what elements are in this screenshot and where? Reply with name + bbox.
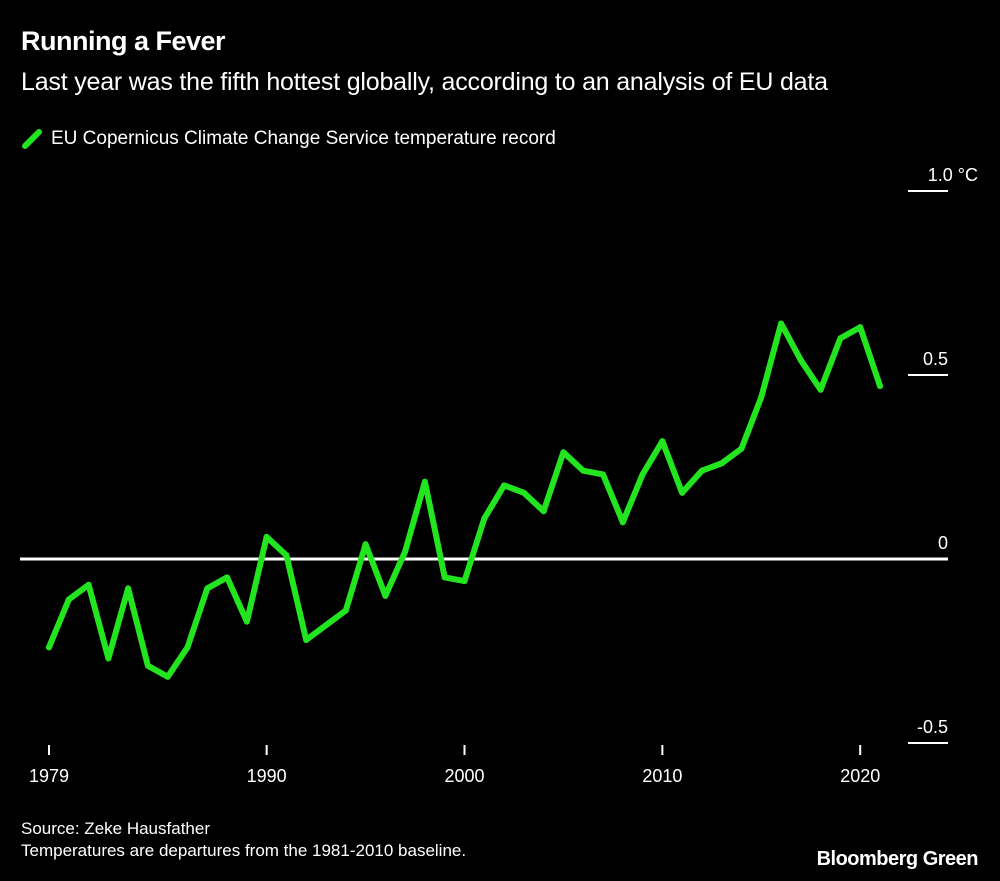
legend: EU Copernicus Climate Change Service tem… <box>21 128 556 150</box>
data-point-2006 <box>580 467 587 474</box>
data-point-1990 <box>263 533 270 540</box>
data-point-2003 <box>520 489 527 496</box>
data-point-2017 <box>797 357 804 364</box>
data-point-1982 <box>105 655 112 662</box>
data-point-1994 <box>342 607 349 614</box>
data-point-2012 <box>698 467 705 474</box>
data-point-1991 <box>283 552 290 559</box>
data-point-1984 <box>144 662 151 669</box>
legend-swatch-icon <box>22 129 42 149</box>
data-point-2019 <box>837 335 844 342</box>
data-point-1985 <box>164 673 171 680</box>
x-tick-label: 1990 <box>247 766 287 786</box>
data-point-1992 <box>303 636 310 643</box>
data-point-1981 <box>85 581 92 588</box>
baseline-note: Temperatures are departures from the 198… <box>21 841 467 860</box>
y-tick-label: 0.5 <box>923 349 948 369</box>
data-point-2008 <box>619 519 626 526</box>
data-point-1995 <box>362 541 369 548</box>
x-tick-label: 2000 <box>444 766 484 786</box>
data-point-1987 <box>204 585 211 592</box>
chart-subtitle: Last year was the fifth hottest globally… <box>21 68 828 96</box>
data-point-1979 <box>46 644 52 651</box>
footer: Source: Zeke Hausfather Temperatures are… <box>21 818 466 862</box>
data-point-2005 <box>560 449 567 456</box>
data-point-2000 <box>461 578 468 585</box>
data-point-2002 <box>501 482 508 489</box>
data-point-1988 <box>224 574 231 581</box>
data-point-1998 <box>421 478 428 485</box>
data-point-2015 <box>758 394 765 401</box>
data-point-2021 <box>877 383 883 390</box>
data-point-1996 <box>382 592 389 599</box>
x-tick-label: 2020 <box>840 766 880 786</box>
brand-logo: Bloomberg Green <box>816 848 979 870</box>
data-point-1983 <box>125 585 132 592</box>
data-point-1989 <box>243 618 250 625</box>
data-point-1980 <box>65 596 72 603</box>
data-point-1997 <box>402 548 409 555</box>
data-point-1993 <box>323 622 329 629</box>
data-point-2001 <box>481 515 488 522</box>
data-point-2009 <box>639 471 646 478</box>
chart-title: Running a Fever <box>21 26 226 56</box>
source-note: Source: Zeke Hausfather <box>21 819 210 838</box>
data-point-1986 <box>184 644 191 651</box>
y-tick-label: 1.0 °C <box>928 165 978 185</box>
y-tick-label: 0 <box>938 533 948 553</box>
data-point-2011 <box>679 489 686 496</box>
data-point-1999 <box>441 574 448 581</box>
data-point-2016 <box>778 320 785 327</box>
data-point-2013 <box>718 460 725 467</box>
data-point-2010 <box>659 438 666 445</box>
x-tick-label: 1979 <box>29 766 69 786</box>
data-point-2020 <box>857 324 864 331</box>
legend-label: EU Copernicus Climate Change Service tem… <box>51 128 556 149</box>
x-tick-label: 2010 <box>642 766 682 786</box>
data-point-2018 <box>817 386 824 393</box>
data-point-2014 <box>738 445 745 452</box>
temperature-series-line <box>46 320 883 680</box>
data-point-2007 <box>600 471 606 478</box>
y-tick-label: -0.5 <box>917 717 948 737</box>
data-point-2004 <box>540 508 547 515</box>
